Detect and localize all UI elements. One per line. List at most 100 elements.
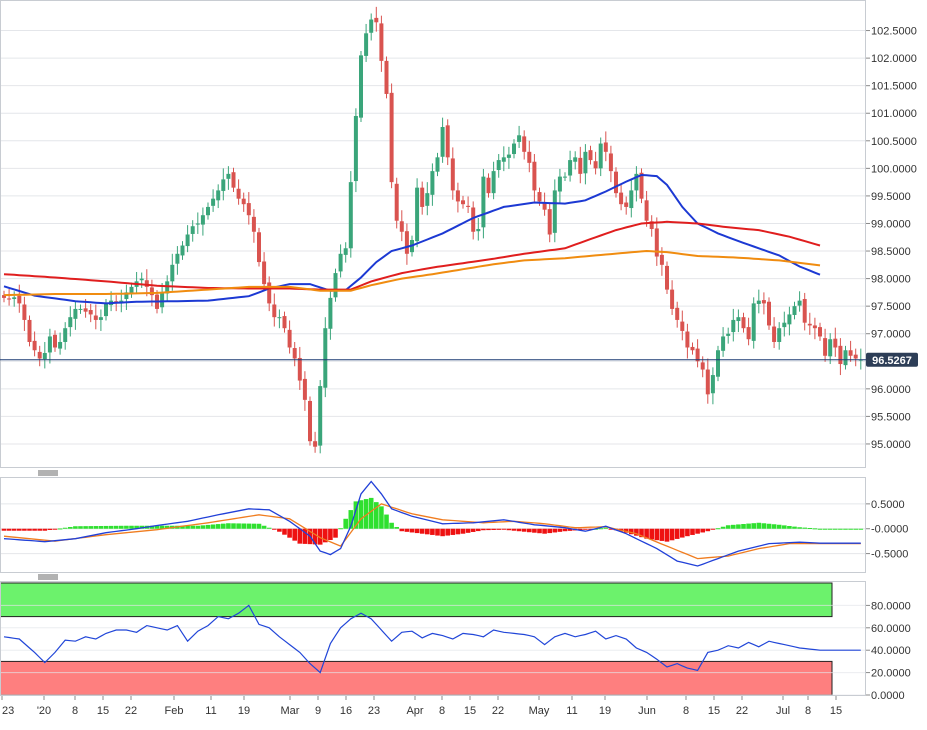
rsi-panel[interactable]: 80.0000 60.0000 40.0000 20.0000 0.0000 xyxy=(0,581,911,703)
price-tag: 96.5267 xyxy=(866,352,918,367)
candle-body xyxy=(318,386,323,446)
candle-body xyxy=(338,253,343,272)
macd-histogram-bar xyxy=(246,523,252,529)
rsi-tick-label: 80.0000 xyxy=(871,600,911,612)
candle-body xyxy=(359,55,363,118)
macd-histogram-bar xyxy=(450,528,456,535)
candle-body xyxy=(384,60,389,94)
price-tick-label: 97.5000 xyxy=(871,301,911,313)
macd-histogram-bar xyxy=(282,528,287,535)
price-tick-label: 101.0000 xyxy=(871,108,917,120)
macd-histogram-bar xyxy=(807,527,813,529)
time-tick-label: 8 xyxy=(439,705,445,717)
time-tick-label: 22 xyxy=(492,705,504,717)
macd-histogram-bar xyxy=(261,525,267,529)
candle-body xyxy=(251,216,256,232)
candle-body xyxy=(695,348,700,362)
macd-histogram-bar xyxy=(404,528,410,532)
price-tick-label: 102.0000 xyxy=(871,53,917,65)
macd-histogram-bar xyxy=(578,528,583,531)
macd-histogram xyxy=(1,497,864,545)
candle-body xyxy=(608,153,613,172)
moving-average-line xyxy=(3,220,821,291)
macd-histogram-bar xyxy=(460,528,466,534)
candle-body xyxy=(670,289,675,309)
candle-body xyxy=(226,173,231,179)
macd-histogram-bar xyxy=(379,506,384,529)
macd-histogram-bar xyxy=(700,528,705,533)
candle-body xyxy=(42,353,47,360)
time-tick-label: Apr xyxy=(406,705,423,717)
macd-histogram-bar xyxy=(256,523,262,529)
candle-body xyxy=(93,315,98,320)
candle-body xyxy=(466,205,471,207)
macd-histogram-bar xyxy=(787,525,792,529)
price-tick-label: 99.0000 xyxy=(871,218,911,230)
price-tick-label: 100.0000 xyxy=(871,163,917,175)
price-panel-border xyxy=(0,0,866,468)
candle-body xyxy=(812,325,817,329)
candle-body xyxy=(690,346,695,351)
price-tag-label: 96.5267 xyxy=(872,355,912,367)
macd-histogram-bar xyxy=(695,528,700,534)
candle-body xyxy=(751,303,756,341)
candle-body xyxy=(506,154,511,158)
candle-body xyxy=(787,314,792,325)
candle-body xyxy=(343,248,348,255)
moving-average-line xyxy=(3,249,821,297)
candle-body xyxy=(297,357,302,381)
candle-body xyxy=(731,319,736,333)
macd-histogram-bar xyxy=(455,528,461,535)
candle-body xyxy=(772,326,777,342)
candle-body xyxy=(833,338,838,348)
candle-body xyxy=(573,157,578,162)
macd-histogram-bar xyxy=(812,528,818,530)
macd-histogram-bar xyxy=(532,528,537,533)
candle-body xyxy=(379,23,384,61)
macd-histogram-bar xyxy=(776,524,782,529)
macd-histogram-bar xyxy=(287,528,292,538)
candle-body xyxy=(27,319,32,342)
candle-body xyxy=(501,157,506,162)
time-tick-label: 22 xyxy=(125,705,137,717)
macd-histogram-bar xyxy=(623,528,629,533)
price-tick-label: 98.5000 xyxy=(871,246,911,258)
macd-histogram-bar xyxy=(858,528,864,530)
price-panel[interactable]: 102.5000 102.0000 101.5000 101.0000 100.5000… xyxy=(0,0,918,468)
macd-histogram-bar xyxy=(42,528,48,531)
candle-body xyxy=(665,265,669,290)
macd-histogram-bar xyxy=(78,526,83,529)
macd-histogram-bar xyxy=(88,526,93,529)
time-tick-label: '20 xyxy=(37,705,51,717)
candle-body xyxy=(557,176,562,192)
candle-body xyxy=(685,331,690,348)
macd-panel[interactable]: 0.5000 -0.0000 -0.5000 xyxy=(0,477,908,573)
macd-histogram-bar xyxy=(736,524,741,529)
price-tick-label: 97.0000 xyxy=(871,329,911,341)
macd-histogram-bar xyxy=(399,528,405,532)
candle-body xyxy=(675,307,680,320)
time-tick-label: Mar xyxy=(281,705,300,717)
macd-histogram-bar xyxy=(323,528,328,543)
candle-body xyxy=(415,187,420,242)
macd-histogram-bar xyxy=(1,528,7,531)
macd-histogram-bar xyxy=(481,528,486,531)
candle-body xyxy=(517,135,522,142)
candle-body xyxy=(445,125,450,158)
candle-body xyxy=(537,192,542,202)
candle-body xyxy=(588,150,593,161)
macd-histogram-bar xyxy=(720,526,726,529)
macd-histogram-bar xyxy=(210,524,216,529)
candle-body xyxy=(440,127,445,157)
panel-resize-handle-macd[interactable] xyxy=(38,470,58,476)
time-tick-label: 9 xyxy=(315,705,321,717)
rsi-oversold-zone xyxy=(0,660,833,696)
macd-tick-label: -0.0000 xyxy=(871,524,908,536)
panel-resize-handle-rsi[interactable] xyxy=(38,574,58,580)
price-tick-label: 96.0000 xyxy=(871,384,911,396)
candle-body xyxy=(614,171,618,194)
time-tick-label: 8 xyxy=(72,705,78,717)
candle-body xyxy=(700,362,705,370)
candle-body xyxy=(848,350,853,356)
